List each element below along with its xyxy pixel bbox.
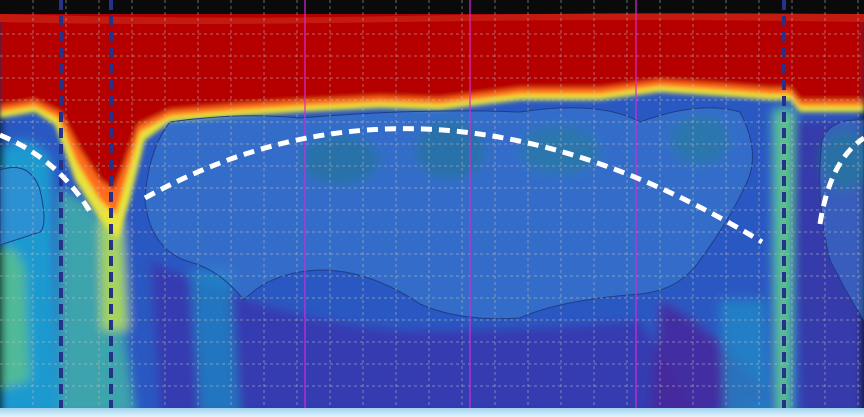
red-band [0, 10, 864, 190]
coi-curve [143, 126, 764, 245]
coi-curve [817, 135, 864, 225]
grid-horizontal [0, 33, 864, 387]
top-strip [0, 0, 864, 14]
significance-region [144, 107, 753, 320]
green-region [60, 190, 135, 417]
coi-curve [0, 132, 95, 217]
marker-lines [304, 0, 637, 417]
purple-region [150, 260, 700, 417]
green-region [0, 247, 30, 390]
cyan-region [720, 300, 770, 417]
cyan-region [190, 270, 240, 417]
cone-of-influence [0, 126, 864, 245]
yellow-green-column [100, 220, 128, 330]
saturated-band [0, 10, 864, 240]
bottom-strip [0, 408, 864, 417]
top-edge [0, 13, 864, 24]
event-lines [59, 0, 786, 417]
significance-region [819, 119, 864, 321]
